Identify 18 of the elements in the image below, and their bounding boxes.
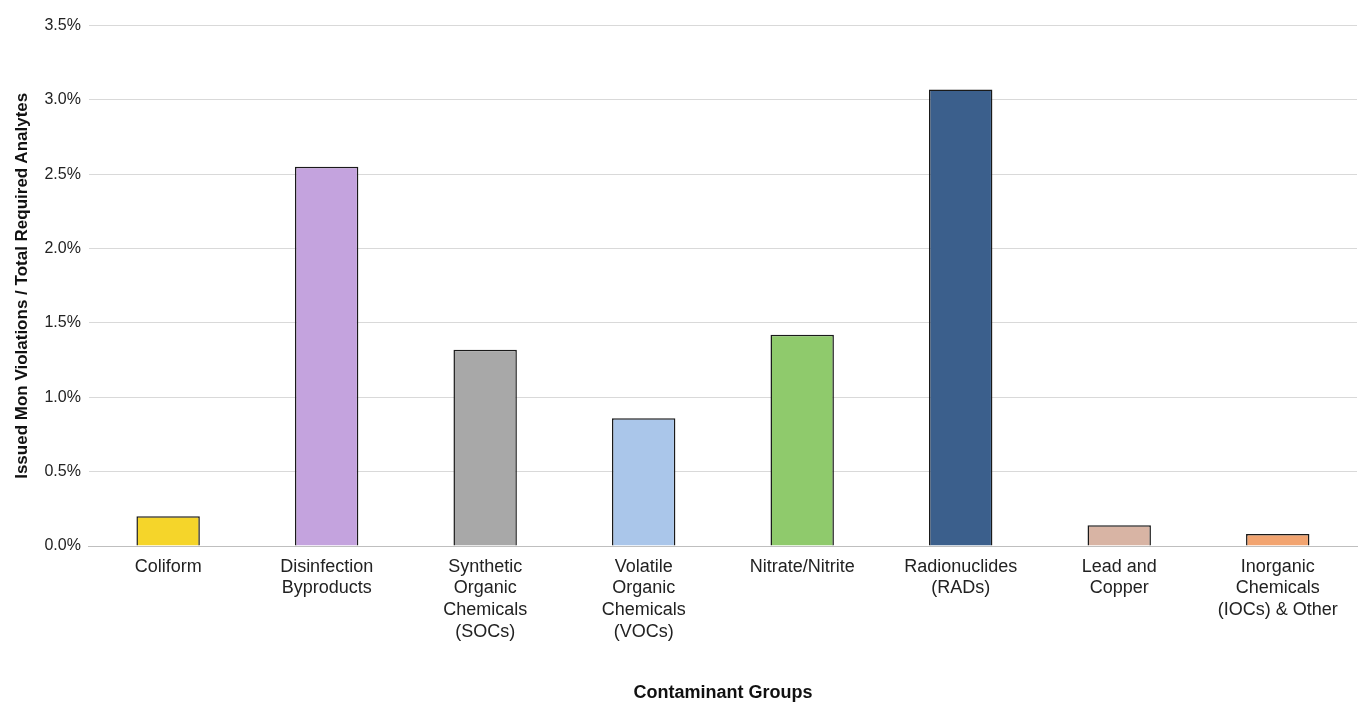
y-tick-label: 3.0% [44,90,81,108]
y-tick-label: 2.5% [44,164,81,182]
x-tick-label: Synthetic Organic Chemicals (SOCs) [443,555,528,641]
x-tick-label: Radionuclides (RADs) [904,555,1018,598]
y-axis-title: Issued Mon Violations / Total Required Analytes [11,92,31,479]
x-tick-label: Volatile Organic Chemicals (VOCs) [601,555,686,641]
x-axis-title: Contaminant Groups [633,682,813,703]
x-tick-label: Lead and Copper [1081,555,1157,598]
y-tick-label: 2.0% [44,239,81,257]
x-tick-label: Disinfection Byproducts [280,555,374,598]
x-tick-label: Inorganic Chemicals (IOCs) & Other [1217,555,1338,619]
y-tick-label: 0.5% [44,462,81,480]
y-tick-label: 0.0% [44,536,81,554]
x-tick-label: Nitrate/Nitrite [749,555,855,576]
y-tick-label: 1.5% [44,313,81,331]
x-tick-label: Coliform [134,555,202,576]
y-tick-label: 1.0% [44,387,81,405]
y-tick-label: 3.5% [44,16,81,34]
